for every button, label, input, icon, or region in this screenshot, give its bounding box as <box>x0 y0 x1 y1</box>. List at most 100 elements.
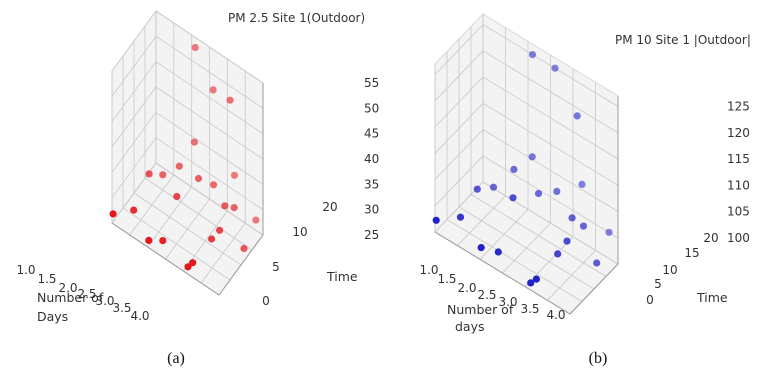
data-point <box>573 112 581 120</box>
z-tick-label: 30 <box>364 203 379 217</box>
data-point <box>184 263 192 271</box>
chart-title: PM 10 Site 1 |Outdoor| <box>615 33 751 47</box>
grid-line-z-back <box>155 137 264 211</box>
data-point <box>240 244 248 253</box>
z-tick-label: 25 <box>364 228 379 242</box>
grid-line-z-back <box>482 129 619 212</box>
data-point <box>130 206 138 214</box>
z-tick-label: 55 <box>364 76 379 90</box>
grid-line-z-side <box>434 24 484 75</box>
data-point <box>216 226 224 234</box>
y-tick-label: 20 <box>322 200 337 214</box>
data-point <box>145 170 153 178</box>
grid-line-z-back <box>482 76 619 160</box>
data-point <box>173 192 181 201</box>
grid-line-y-floor <box>446 219 583 302</box>
y-axis-line <box>218 234 264 296</box>
x-tick-label: 3.0 <box>498 295 517 309</box>
grid-line-z-side <box>111 86 157 148</box>
grid-line-y-floor <box>122 207 231 281</box>
grid-line-z-side <box>434 76 484 128</box>
data-point <box>210 181 218 189</box>
data-point <box>605 228 613 236</box>
grid-line-z-back <box>155 111 264 185</box>
data-point <box>473 185 481 193</box>
z-tick-label: 125 <box>727 100 750 114</box>
z-tick-label: 100 <box>727 231 750 245</box>
data-point <box>534 189 543 198</box>
grid-line-y-floor <box>482 181 619 265</box>
x-tick-label: 1.0 <box>16 263 35 277</box>
figure-caption: (b) <box>589 350 608 367</box>
y-tick-label: 10 <box>292 225 307 239</box>
x-tick-label: 4.0 <box>546 308 565 322</box>
y-tick-label: 10 <box>662 263 677 277</box>
grid-line-z-back <box>482 155 619 239</box>
data-point <box>563 237 571 245</box>
x-tick-label: 1.0 <box>419 263 438 277</box>
data-point <box>194 174 203 183</box>
grid-line-z-side <box>111 137 157 198</box>
grid-line-z-side <box>434 155 484 207</box>
x-tick-label: 2.0 <box>457 281 476 295</box>
data-point <box>230 171 239 179</box>
x-tick-label: 2.5 <box>77 287 96 301</box>
x-tick-label: 1.5 <box>37 272 56 286</box>
data-point <box>527 279 535 287</box>
grid-line-y-floor <box>458 206 595 290</box>
y-tick-label: 0 <box>262 294 270 308</box>
data-point <box>456 213 465 221</box>
data-point <box>579 222 588 230</box>
grid-line-z-back <box>482 102 619 186</box>
z-tick-label: 105 <box>727 205 750 219</box>
grid-line-z-side <box>434 50 484 102</box>
grid-line-z-side <box>434 129 484 180</box>
data-point <box>477 244 485 252</box>
grid-line-z-side <box>111 112 157 173</box>
chart-title: PM 2.5 Site 1(Outdoor) <box>228 11 365 25</box>
grid-line-z-back <box>155 35 264 109</box>
grid-line-y-floor <box>144 177 253 251</box>
data-point <box>109 210 117 218</box>
data-point <box>175 162 183 170</box>
data-point <box>252 216 260 224</box>
data-point <box>145 236 153 244</box>
grid-line-y-floor <box>133 192 242 266</box>
data-point <box>159 237 167 245</box>
data-point <box>554 250 562 258</box>
data-point <box>528 153 536 161</box>
y-axis-label: Time <box>326 269 358 284</box>
x-tick-label: 4.0 <box>130 309 149 323</box>
y-tick-label: 15 <box>684 246 699 260</box>
grid-line-z-side <box>111 36 157 97</box>
chart-pm25: 1.01.52.0 2.53.03.54.0 0 5 10 20 25 30 35 40 45 50 5… <box>16 9 379 367</box>
grid-line-z-back <box>155 86 264 160</box>
y-tick-label: 0 <box>646 293 654 307</box>
y-tick-label: 5 <box>654 277 662 291</box>
z-tick-label: 35 <box>364 177 379 191</box>
x-axis-label: Number of Days <box>37 290 104 324</box>
grid-line-z-side <box>111 61 157 122</box>
grid-line-z-back <box>482 50 619 134</box>
grid-line-z-back <box>482 24 619 107</box>
data-point <box>578 180 586 188</box>
data-point <box>159 171 167 179</box>
grid-line-z-side <box>434 103 484 154</box>
data-point <box>509 194 517 202</box>
grid-line-z-back <box>155 10 264 84</box>
data-point <box>551 64 559 72</box>
data-point <box>532 275 540 283</box>
x-tick-label: 2.0 <box>58 281 77 295</box>
data-point <box>190 138 198 146</box>
data-point <box>489 183 498 191</box>
grid-line-z-back <box>155 61 264 135</box>
x-tick-label: 3.5 <box>520 302 539 316</box>
data-point <box>189 259 197 267</box>
data-point <box>432 216 440 224</box>
data-point <box>553 187 561 195</box>
x-axis-label: Number of days <box>447 302 514 334</box>
x-axis-line <box>111 222 220 296</box>
x-axis-line <box>434 231 571 315</box>
x-tick-label: 1.5 <box>437 272 456 286</box>
